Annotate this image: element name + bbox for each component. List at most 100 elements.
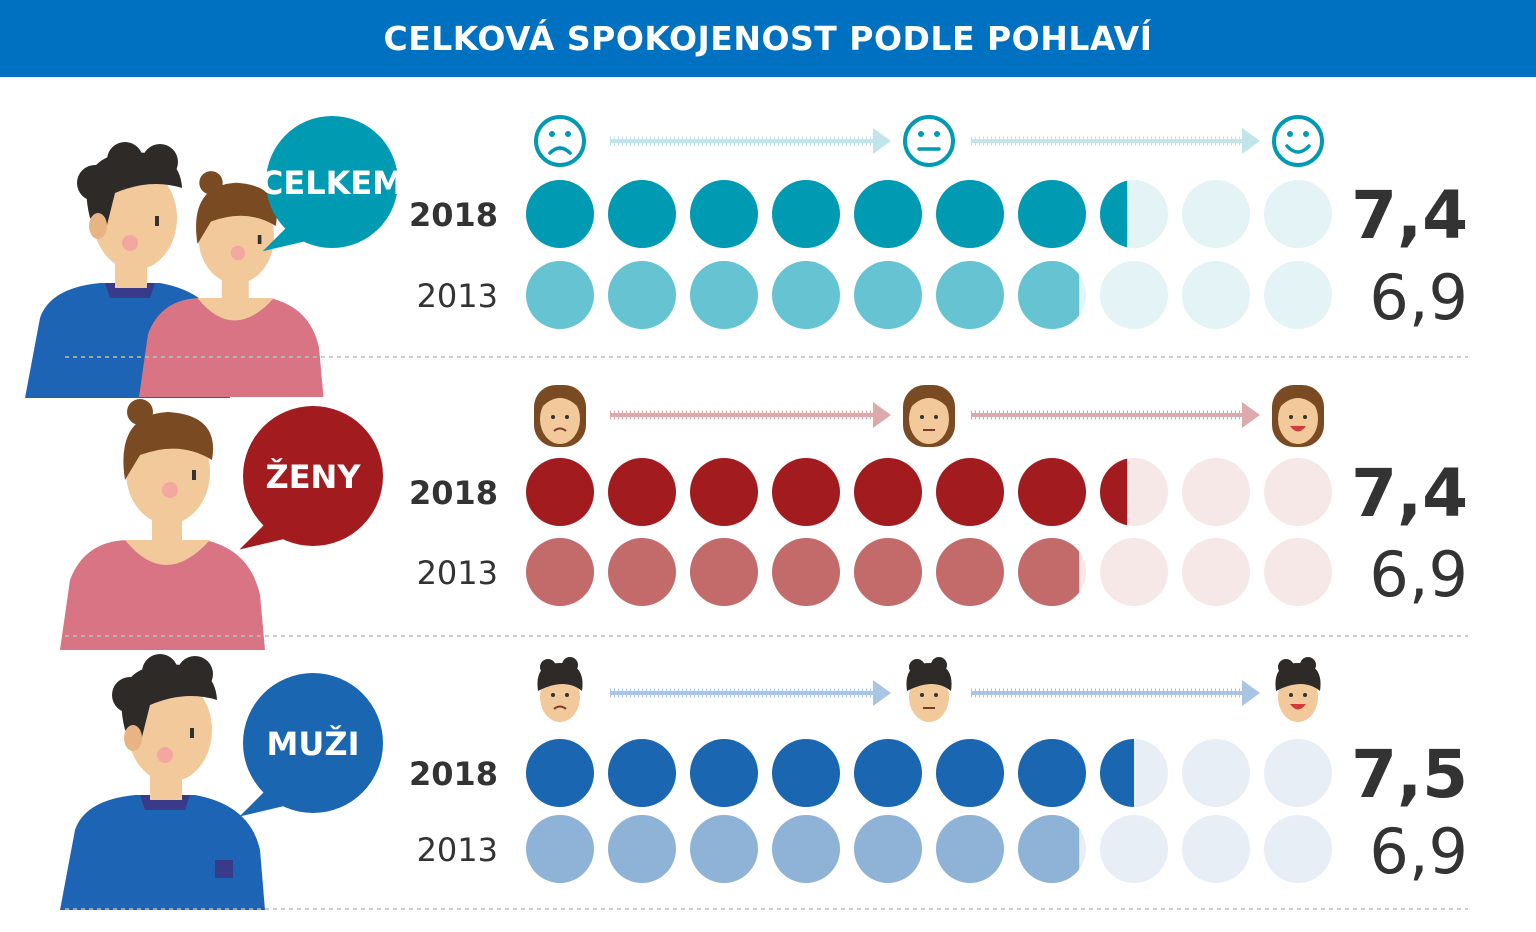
rating-group: ŽENY 2018 2013 7,46,9 — [65, 385, 1468, 637]
rating-dot — [608, 458, 676, 526]
woman-neutral-face-icon — [903, 385, 955, 447]
speech-bubble-tail — [262, 221, 319, 252]
dot-row-2018 — [526, 180, 1332, 248]
dot-row-2018 — [526, 458, 1332, 526]
scale-arrow — [971, 680, 1260, 706]
rating-dot — [526, 261, 594, 329]
rating-dot — [772, 180, 840, 248]
sad-face-icon — [534, 115, 586, 167]
rating-dot — [1264, 538, 1332, 606]
value-label-2013: 6,9 — [1369, 538, 1468, 611]
rating-dot — [936, 815, 1004, 883]
rating-dot — [690, 180, 758, 248]
people-illustrations — [25, 142, 324, 910]
rating-dot — [854, 815, 922, 883]
celkem-people-illustration — [25, 142, 324, 398]
scale-arrow — [971, 128, 1260, 154]
man-happy-face-icon — [1275, 657, 1321, 722]
year-label-2013: 2013 — [417, 831, 498, 869]
scale-arrow — [610, 402, 891, 428]
value-label-2013: 6,9 — [1369, 815, 1468, 888]
year-label-2013: 2013 — [417, 554, 498, 592]
rating-dot — [1100, 180, 1168, 248]
speech-bubble-circle — [243, 406, 383, 546]
dot-row-2013 — [526, 538, 1332, 606]
rating-dot — [690, 815, 758, 883]
rating-dot — [1018, 739, 1086, 807]
rating-dot — [936, 458, 1004, 526]
rating-dot — [1182, 739, 1250, 807]
rating-dot — [1264, 261, 1332, 329]
rating-dot — [1100, 739, 1168, 807]
rating-dot — [1264, 739, 1332, 807]
speech-bubble: ŽENY — [239, 406, 383, 550]
rating-dot — [772, 458, 840, 526]
rating-dot — [772, 261, 840, 329]
rating-dot — [1264, 815, 1332, 883]
rating-dot — [854, 458, 922, 526]
man-sad-face-icon — [537, 657, 583, 722]
rating-dot — [854, 538, 922, 606]
dot-row-2013 — [526, 261, 1332, 329]
rating-dot — [1018, 458, 1086, 526]
speech-bubble-circle — [243, 673, 383, 813]
rating-dot — [608, 538, 676, 606]
speech-bubble: CELKEM — [260, 116, 404, 252]
header-bar: CELKOVÁ SPOKOJENOST PODLE POHLAVÍ — [0, 0, 1536, 77]
value-label-2018: 7,4 — [1351, 455, 1468, 532]
woman-happy-face-icon — [1272, 385, 1324, 447]
rating-dot — [1100, 458, 1168, 526]
rating-dot — [1264, 180, 1332, 248]
rating-dot — [1182, 458, 1250, 526]
rating-dot — [690, 458, 758, 526]
rating-dot — [936, 180, 1004, 248]
happy-face-icon — [1272, 115, 1324, 167]
rating-dot — [1018, 815, 1086, 883]
rating-dot — [526, 739, 594, 807]
rating-dot — [690, 538, 758, 606]
rating-dot — [1018, 180, 1086, 248]
rating-dot — [526, 815, 594, 883]
rating-dot — [854, 180, 922, 248]
rating-dot — [1100, 815, 1168, 883]
rating-dot — [854, 739, 922, 807]
value-label-2018: 7,4 — [1351, 177, 1468, 254]
woman-sad-face-icon — [534, 385, 586, 447]
rating-dot — [1018, 261, 1086, 329]
muzi-man-illustration — [60, 654, 265, 910]
rating-dot — [526, 538, 594, 606]
rating-dot — [1182, 180, 1250, 248]
rating-dot — [608, 739, 676, 807]
year-label-2018: 2018 — [409, 196, 498, 234]
rating-dot — [772, 739, 840, 807]
speech-bubble: MUŽI — [239, 673, 383, 817]
rating-dot — [608, 815, 676, 883]
chart-title: CELKOVÁ SPOKOJENOST PODLE POHLAVÍ — [383, 19, 1153, 58]
man-neutral-face-icon — [906, 657, 952, 722]
rating-group: MUŽI 2018 2013 7,56,9 — [65, 657, 1468, 910]
year-label-2018: 2018 — [409, 755, 498, 793]
value-label-2013: 6,9 — [1369, 261, 1468, 334]
zeny-woman-illustration — [60, 399, 265, 650]
speech-bubble-tail — [239, 518, 299, 550]
rating-dot — [1182, 538, 1250, 606]
rating-dot — [690, 261, 758, 329]
group-label: CELKEM — [260, 164, 404, 202]
rating-dot — [772, 538, 840, 606]
rating-dot — [936, 261, 1004, 329]
rating-dot — [1264, 458, 1332, 526]
rating-dot — [1182, 815, 1250, 883]
rating-dot — [608, 180, 676, 248]
scale-arrow — [610, 128, 891, 154]
group-label: ŽENY — [265, 458, 361, 496]
dot-row-2013 — [526, 815, 1332, 883]
neutral-face-icon — [903, 115, 955, 167]
value-label-2018: 7,5 — [1351, 736, 1468, 813]
dot-row-2018 — [526, 739, 1332, 807]
rating-dot — [936, 538, 1004, 606]
rating-dot — [854, 261, 922, 329]
year-label-2013: 2013 — [417, 277, 498, 315]
rating-dot — [608, 261, 676, 329]
